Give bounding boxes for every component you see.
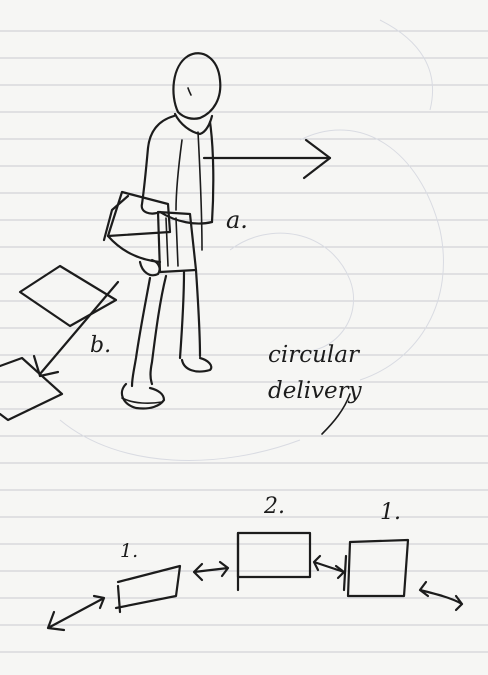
caption-tail	[321, 393, 351, 435]
step-label-right: 1.	[380, 500, 401, 525]
ruled-lines	[0, 30, 488, 653]
bleed-through-marks	[59, 19, 444, 461]
ground-parcels	[0, 264, 118, 422]
caption-line-2: delivery	[268, 378, 362, 404]
step-diagram	[46, 531, 464, 632]
double-arrow-icon	[46, 594, 106, 632]
label-a: a.	[226, 206, 248, 234]
step-label-middle: 2.	[264, 494, 285, 519]
caption-line-1: circular	[268, 342, 359, 368]
arrow-b-icon	[32, 280, 120, 378]
person-figure	[102, 52, 222, 410]
arrow-a-icon	[202, 138, 332, 180]
step-label-left: 1.	[120, 540, 139, 562]
double-arrow-icon	[312, 554, 346, 580]
double-arrow-icon	[192, 560, 230, 582]
label-b: b.	[90, 333, 112, 358]
double-arrow-icon	[418, 580, 464, 612]
